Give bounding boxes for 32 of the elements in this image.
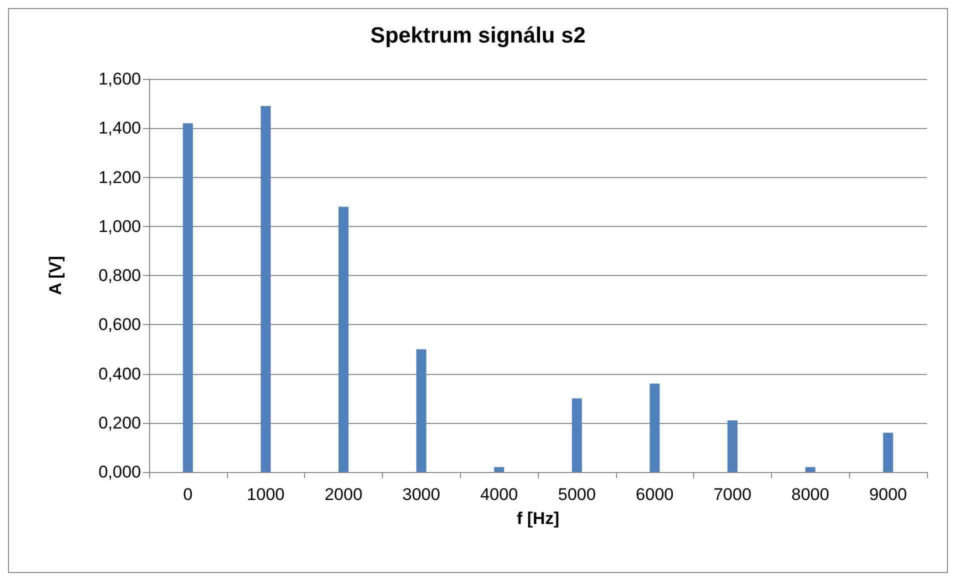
x-axis-title: f [Hz] <box>516 509 560 528</box>
x-tick-label: 1000 <box>246 485 285 504</box>
bar <box>650 384 660 472</box>
y-tick-label: 1,600 <box>98 70 141 88</box>
y-axis-title: A [V] <box>46 256 65 296</box>
y-tick-label: 0,200 <box>98 413 141 432</box>
bar <box>494 467 504 472</box>
bar <box>805 467 816 472</box>
x-tick-label: 5000 <box>558 485 596 504</box>
y-tick-label: 0,000 <box>98 462 141 482</box>
chart-title: Spektrum signálu s2 <box>370 22 586 48</box>
y-tick-label: 1,200 <box>98 168 141 187</box>
y-tick-label: 0,600 <box>98 315 141 334</box>
y-tick-label: 0,400 <box>98 364 141 384</box>
x-tick-label: 9000 <box>869 485 908 504</box>
x-tick-label: 6000 <box>636 485 674 504</box>
y-tick-label: 1,000 <box>98 216 141 236</box>
bar <box>883 432 894 472</box>
y-tick-label: 0,800 <box>98 266 141 285</box>
x-tick-label: 2000 <box>324 485 362 504</box>
y-tick-label: 1,400 <box>98 118 141 138</box>
x-tick-label: 3000 <box>402 485 440 504</box>
bar <box>572 398 582 472</box>
bar <box>182 123 193 472</box>
x-tick-label: 8000 <box>791 485 830 504</box>
bar <box>338 206 348 472</box>
x-tick-label: 0 <box>183 485 193 504</box>
x-tick-label: 7000 <box>714 485 752 504</box>
bar <box>260 106 271 472</box>
x-tick-label: 4000 <box>480 485 518 504</box>
bar <box>728 420 738 472</box>
bar <box>416 349 426 472</box>
